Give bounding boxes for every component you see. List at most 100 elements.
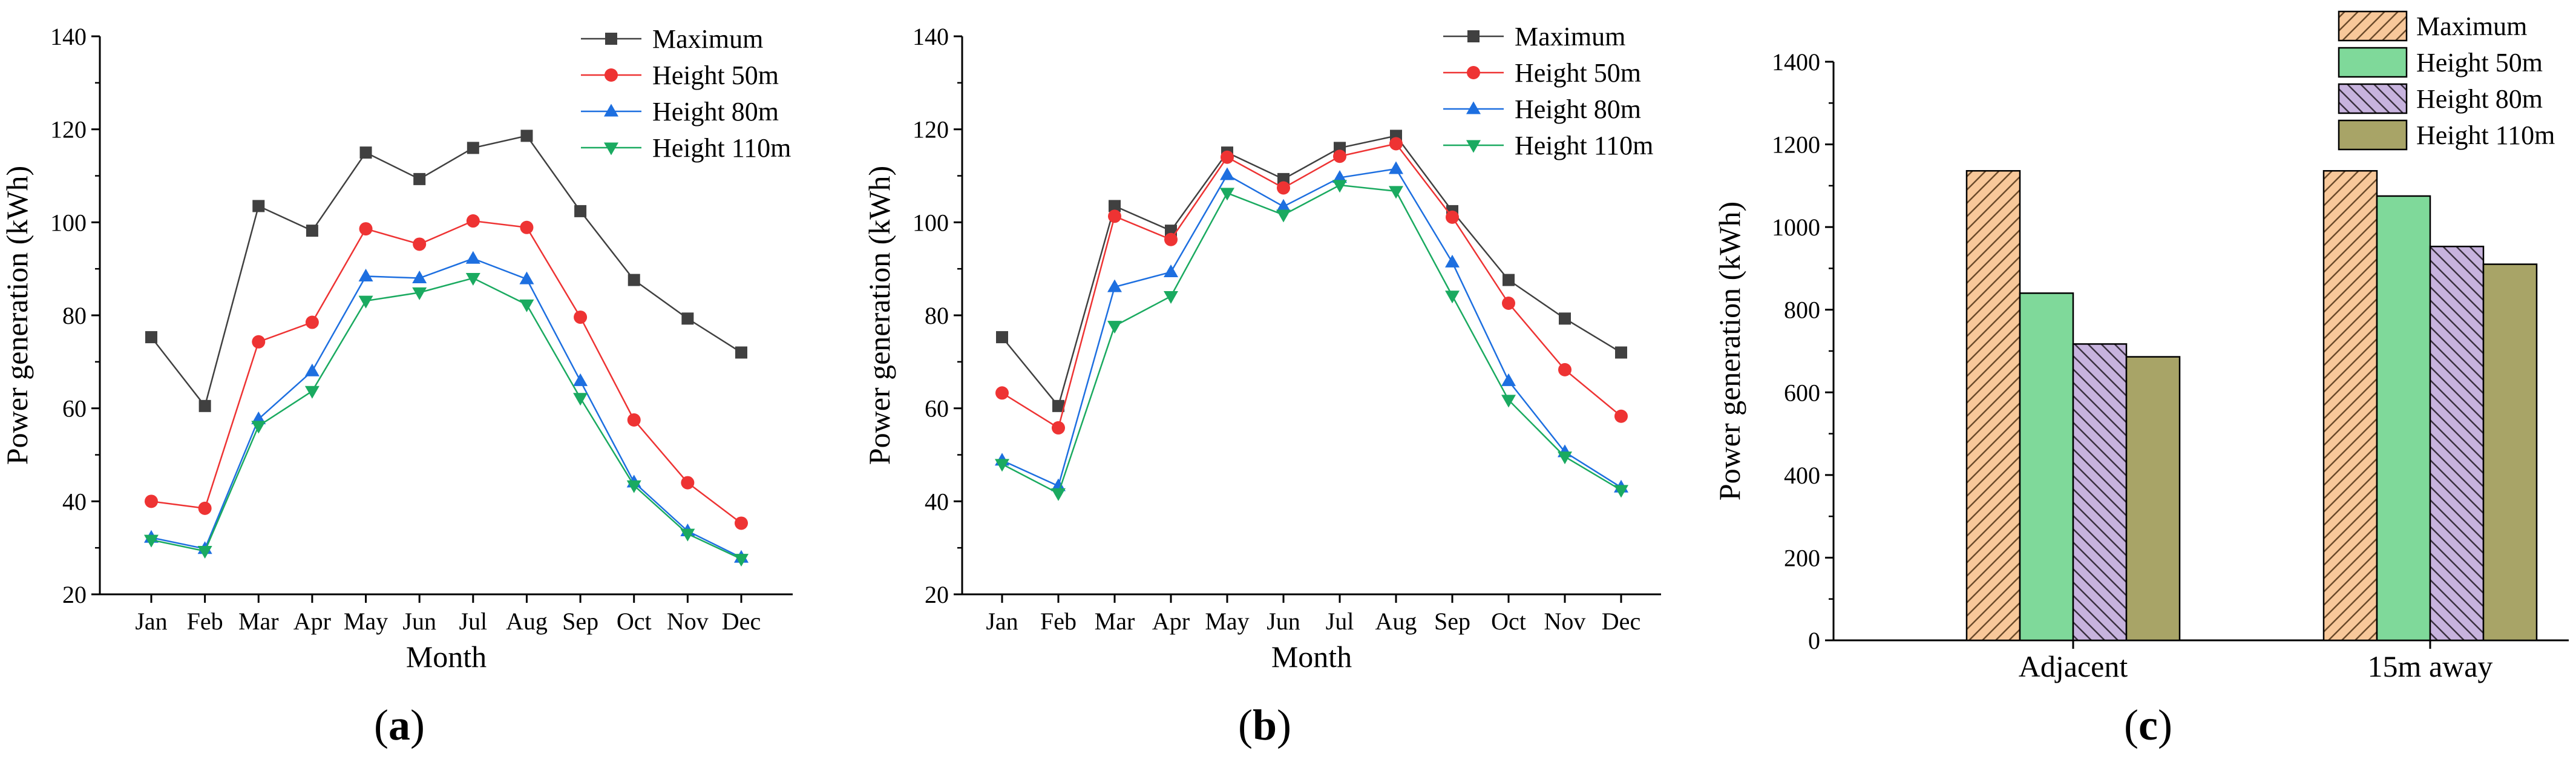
data-point-height-110m: [1389, 186, 1403, 199]
x-tick-label: Jul: [1326, 608, 1354, 635]
x-category-label: 15m away: [2368, 649, 2493, 683]
data-point-height-110m: [1164, 291, 1178, 304]
bar-height-110m-15m-away: [2482, 263, 2538, 642]
y-tick-label: 60: [62, 395, 87, 422]
data-point-height-50m: [681, 476, 695, 490]
x-tick-label: Nov: [667, 608, 709, 635]
legend-marker-height-50m: [1467, 66, 1480, 79]
x-tick-label: Dec: [1602, 608, 1640, 635]
data-point-height-50m: [1502, 297, 1515, 310]
legend-marker-height-110m: [604, 142, 618, 156]
y-tick-label: 800: [1784, 297, 1820, 324]
data-point-maximum: [628, 274, 640, 286]
data-point-maximum: [467, 142, 479, 154]
y-tick-label: 40: [62, 488, 87, 515]
data-point-height-110m: [1558, 451, 1572, 465]
legend-entry-height-110m: Height 110m: [1515, 131, 1653, 160]
series-line-maximum: [151, 135, 742, 408]
legend-marker-height-80m: [1466, 101, 1481, 114]
data-point-height-50m: [359, 222, 373, 236]
data-point-height-80m: [1332, 170, 1347, 183]
legend-swatch-height-50m: [2338, 47, 2408, 78]
data-point-height-80m: [358, 268, 373, 281]
data-point-maximum: [996, 331, 1008, 344]
data-point-maximum: [252, 200, 265, 212]
data-point-height-110m: [358, 295, 373, 309]
x-tick-label: Aug: [506, 608, 548, 635]
y-tick-label: 200: [1784, 544, 1820, 571]
data-point-height-110m: [1332, 180, 1347, 193]
legend-swatch-maximum: [2338, 10, 2408, 42]
legend-entry-height-50m: Height 50m: [1515, 58, 1641, 88]
y-tick-label: 20: [925, 581, 949, 608]
data-point-height-110m: [465, 273, 480, 286]
data-point-height-110m: [519, 299, 534, 312]
bar-height-110m-adjacent: [2125, 356, 2181, 642]
y-axis-title: Power generation (kWh): [1712, 202, 1746, 501]
data-point-height-80m: [1389, 161, 1403, 174]
series-line-height-110m: [151, 277, 742, 560]
data-point-height-80m: [1107, 279, 1122, 292]
legend-entry-height-80m: Height 80m: [2416, 84, 2543, 114]
bar-maximum-adjacent: [1965, 170, 2021, 642]
y-tick-label: 100: [50, 209, 87, 236]
y-tick-label: 400: [1784, 462, 1820, 489]
bar-height-80m-15m-away: [2429, 245, 2485, 642]
data-point-height-110m: [626, 480, 641, 493]
data-point-height-110m: [304, 386, 320, 399]
data-point-height-50m: [145, 494, 158, 508]
data-point-height-110m: [1051, 488, 1066, 501]
x-tick-label: Jan: [986, 608, 1018, 635]
panel-label-b: (b): [1238, 701, 1291, 749]
x-tick-label: Jun: [402, 608, 436, 635]
data-point-height-50m: [1446, 210, 1459, 224]
legend-entry-height-80m: Height 80m: [1515, 94, 1641, 124]
data-point-height-80m: [519, 271, 534, 284]
data-point-height-50m: [735, 516, 748, 530]
bar-maximum-15m-away: [2322, 170, 2378, 642]
data-point-height-80m: [1276, 199, 1291, 212]
data-point-maximum: [520, 130, 533, 142]
x-tick-label: Mar: [238, 608, 279, 635]
legend-marker-height-110m: [1466, 140, 1481, 153]
data-point-height-50m: [1164, 232, 1178, 246]
x-tick-label: Dec: [722, 608, 761, 635]
y-tick-label: 1200: [1772, 131, 1820, 159]
data-point-maximum: [1503, 274, 1515, 286]
x-tick-label: May: [344, 608, 388, 635]
data-point-height-80m: [304, 363, 320, 376]
legend-marker-height-80m: [604, 103, 618, 117]
legend-swatch-height-110m: [2338, 119, 2408, 151]
x-tick-label: Mar: [1095, 608, 1135, 635]
data-point-height-110m: [1107, 321, 1122, 334]
x-tick-label: Jun: [1267, 608, 1300, 635]
y-tick-label: 80: [925, 302, 949, 329]
data-point-height-110m: [1614, 485, 1628, 498]
x-tick-label: May: [1205, 608, 1249, 635]
bar-height-50m-15m-away: [2376, 195, 2431, 642]
y-tick-label: 100: [913, 209, 949, 236]
x-tick-label: Feb: [1040, 608, 1077, 635]
data-point-height-50m: [198, 501, 212, 515]
legend-entry-maximum: Maximum: [2416, 11, 2527, 41]
legend-entry-maximum: Maximum: [1515, 22, 1625, 51]
data-point-maximum: [574, 205, 587, 217]
y-tick-label: 140: [50, 23, 87, 50]
data-point-maximum: [359, 146, 372, 159]
legend-marker-maximum: [1467, 30, 1480, 42]
data-point-height-80m: [1051, 478, 1066, 491]
y-tick-label: 40: [925, 488, 949, 515]
data-point-height-50m: [520, 220, 534, 234]
data-point-maximum: [735, 346, 747, 359]
data-point-height-80m: [573, 373, 588, 386]
data-point-maximum: [198, 399, 211, 412]
panel-label-a: (a): [374, 701, 425, 749]
data-point-height-110m: [251, 421, 266, 434]
x-tick-label: Oct: [1491, 608, 1526, 635]
data-point-maximum: [145, 331, 157, 344]
data-point-maximum: [413, 172, 426, 185]
panel-label-c: (c): [2124, 701, 2172, 749]
data-point-height-50m: [305, 315, 319, 329]
data-point-height-80m: [465, 251, 480, 264]
x-tick-label: Sep: [1434, 608, 1470, 635]
